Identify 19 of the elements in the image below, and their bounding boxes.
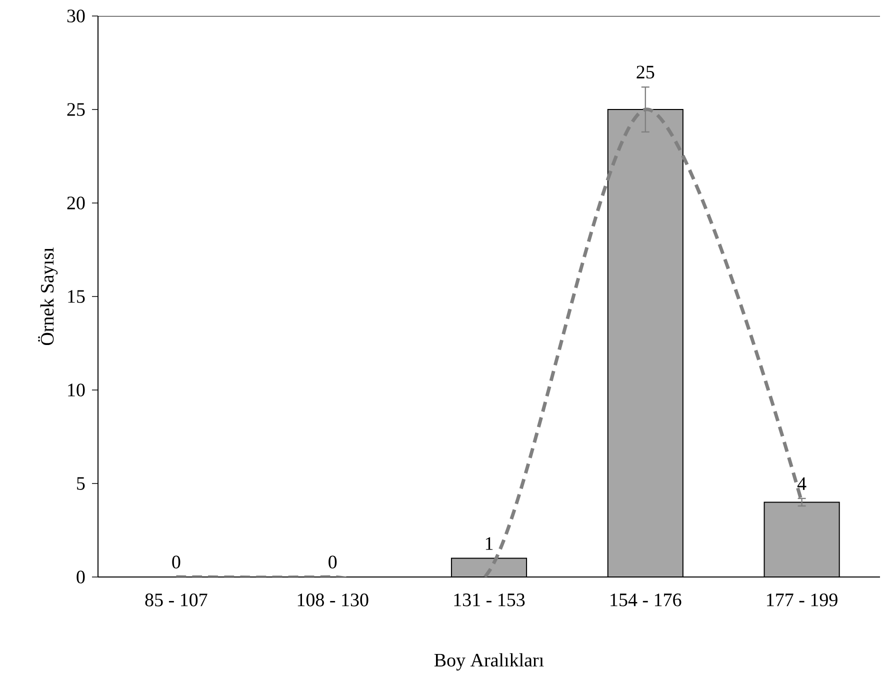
x-axis-title: Boy Aralıkları bbox=[434, 653, 544, 670]
y-tick-label: 25 bbox=[67, 103, 85, 116]
x-tick-label: 85 - 107 bbox=[145, 594, 208, 606]
y-tick-label: 30 bbox=[67, 10, 85, 22]
x-tick-label: 154 - 176 bbox=[610, 594, 682, 606]
y-tick-label: 15 bbox=[68, 290, 85, 303]
data-label: 1 bbox=[486, 537, 493, 550]
data-label: 4 bbox=[797, 477, 806, 490]
x-tick-label: 131 - 153 bbox=[454, 594, 525, 606]
data-label: 25 bbox=[636, 66, 654, 79]
y-tick-label: 5 bbox=[77, 477, 85, 490]
data-label: 0 bbox=[328, 556, 337, 568]
data-label: 0 bbox=[172, 556, 180, 568]
y-axis-title: Örnek Sayısı bbox=[38, 248, 58, 346]
y-tick-label: 10 bbox=[68, 384, 85, 396]
y-tick-label: 0 bbox=[76, 570, 85, 584]
x-tick-label: 177 - 199 bbox=[767, 594, 838, 606]
y-tick-label: 20 bbox=[67, 196, 85, 210]
x-tick-label: 108 - 130 bbox=[298, 594, 368, 606]
